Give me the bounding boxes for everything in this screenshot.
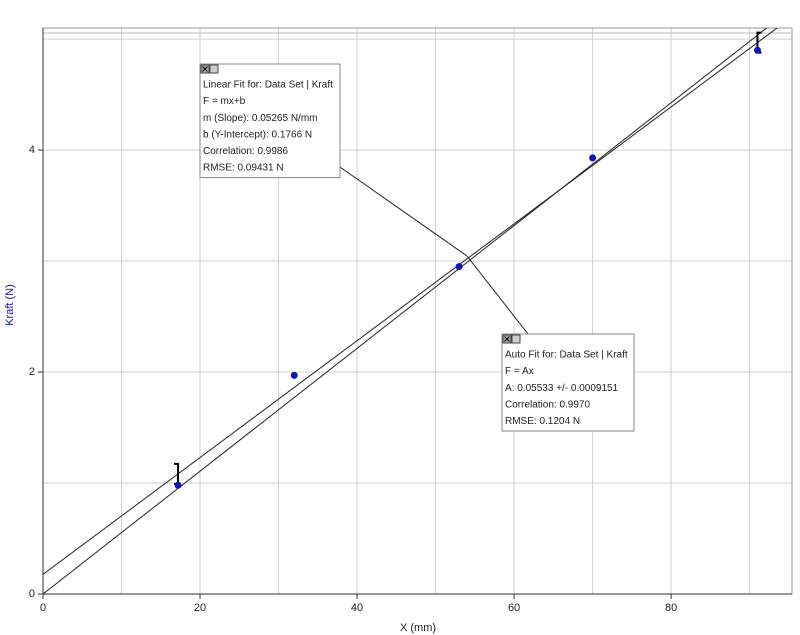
data-point	[753, 46, 761, 54]
data-point	[455, 263, 463, 271]
x-tick-label: 0	[40, 602, 46, 614]
fit-text: RMSE: 0.09431 N	[203, 163, 284, 174]
x-axis-label: X (mm)	[400, 622, 436, 634]
fit-text: b (Y-Intercept): 0.1766 N	[203, 129, 312, 140]
fit-line	[43, 28, 779, 575]
fit-text: F = mx+b	[203, 96, 246, 107]
fit-text: m (Slope): 0.05265 N/mm	[203, 113, 318, 124]
y-axis-label: Kraft (N)	[4, 284, 16, 326]
plot-frame	[42, 27, 793, 595]
data-point	[589, 154, 597, 162]
x-tick-label: 20	[194, 602, 206, 614]
minimize-button	[511, 334, 521, 344]
y-tick-label: 0	[29, 588, 35, 600]
leader-line	[339, 166, 468, 257]
fit-range-bracket	[174, 462, 180, 485]
x-tick-label: 80	[665, 602, 677, 614]
fit-text: F = Ax	[505, 366, 534, 377]
x-tick-label: 60	[508, 602, 520, 614]
data-point	[290, 371, 298, 379]
fit-text: Auto Fit for: Data Set | Kraft	[505, 350, 628, 361]
fit-text: RMSE: 0.1204 N	[505, 416, 580, 427]
data-point	[174, 481, 182, 489]
fit-text: A: 0.05533 +/- 0.0009151	[505, 383, 619, 394]
fit-text: Correlation: 0.9986	[203, 146, 288, 157]
fit-text: Linear Fit for: Data Set | Kraft	[203, 80, 333, 91]
close-icon	[202, 66, 208, 72]
fit-box	[501, 333, 635, 432]
leader-line	[466, 255, 529, 335]
fit-text: Correlation: 0.9970	[505, 399, 590, 410]
minimize-button	[209, 64, 219, 74]
y-tick-label: 4	[29, 144, 35, 156]
y-tick-label: 2	[29, 366, 35, 378]
close-icon	[504, 336, 510, 342]
x-tick-label: 40	[351, 602, 363, 614]
fit-box	[199, 63, 341, 179]
fit-line	[43, 28, 768, 594]
